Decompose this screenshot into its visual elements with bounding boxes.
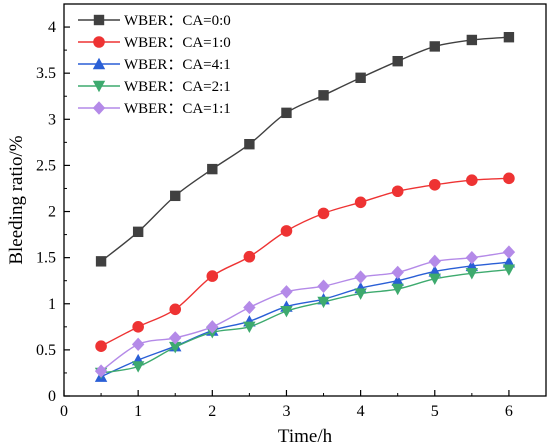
data-point <box>392 55 403 67</box>
x-tick-label: 5 <box>431 403 439 420</box>
x-tick-label: 6 <box>505 403 513 420</box>
x-tick-label: 0 <box>60 403 68 420</box>
data-point <box>317 296 330 309</box>
data-point <box>465 250 479 265</box>
data-point <box>391 265 404 280</box>
data-point <box>169 341 182 354</box>
x-axis-ticks: 0 1 2 3 4 5 6 <box>60 390 513 420</box>
x-axis-label: Time/h <box>278 426 333 447</box>
legend-marker <box>92 101 106 115</box>
data-point <box>131 361 145 373</box>
y-tick-label: 2.5 <box>36 157 56 174</box>
data-point <box>502 245 516 259</box>
data-point <box>466 174 478 186</box>
data-point <box>244 138 255 150</box>
x-tick-label: 3 <box>282 403 290 420</box>
data-point <box>502 264 516 276</box>
legend-label: WBER：CA=1:0 <box>124 35 231 51</box>
data-point <box>391 185 404 198</box>
legend-label: WBER：CA=1:1 <box>124 101 231 117</box>
legend-item: WBER：CA=1:1 <box>78 101 231 117</box>
data-point <box>466 34 478 46</box>
x-tick-label: 2 <box>208 403 216 420</box>
series-line <box>100 251 510 372</box>
data-point <box>354 270 367 284</box>
data-point <box>131 337 145 352</box>
data-point <box>243 300 256 315</box>
y-tick-label: 1.5 <box>36 250 56 267</box>
data-point <box>428 254 441 269</box>
data-point <box>280 225 293 237</box>
data-point <box>355 72 366 83</box>
legend-marker <box>92 57 106 70</box>
data-point <box>391 283 404 296</box>
data-point <box>169 303 182 316</box>
legend: WBER：CA=0:0 WBER：CA=1:0 WBER：CA=4:1 WBER：CA… <box>78 13 231 117</box>
data-point <box>428 178 441 191</box>
y-tick-label: 3.5 <box>36 65 56 82</box>
data-point <box>429 41 440 52</box>
data-point <box>243 321 256 334</box>
data-point <box>132 226 144 238</box>
series-1 <box>95 32 515 267</box>
series-line <box>100 268 509 374</box>
plot-border <box>63 3 547 397</box>
data-point <box>354 288 367 300</box>
data-point <box>281 107 292 119</box>
data-point <box>169 331 182 345</box>
y-axis-ticks: 0 0.5 1 1.5 2 2.5 3 3.5 4 <box>36 19 70 405</box>
data-point <box>206 270 219 282</box>
data-point <box>503 32 515 43</box>
data-point <box>207 163 218 175</box>
data-point <box>94 364 108 378</box>
y-tick-label: 3 <box>48 111 56 128</box>
legend-label: WBER：CA=4:1 <box>124 57 231 73</box>
legend-item: WBER：CA=4:1 <box>78 57 231 73</box>
legend-item: WBER：CA=0:0 <box>78 13 231 29</box>
y-axis-label: Bleeding ratio/% <box>6 135 27 264</box>
data-point <box>280 305 293 318</box>
data-point <box>132 321 144 333</box>
data-point <box>317 207 330 220</box>
series-5 <box>94 245 516 378</box>
data-point <box>280 285 293 299</box>
data-point <box>170 190 181 202</box>
data-point <box>391 274 404 286</box>
series-layer <box>94 32 516 382</box>
legend-marker <box>93 36 105 48</box>
data-point <box>354 196 367 209</box>
data-point <box>317 279 330 293</box>
data-point <box>428 273 441 286</box>
data-point <box>503 172 515 185</box>
x-tick-label: 1 <box>134 403 142 420</box>
x-tick-label: 4 <box>357 403 365 420</box>
data-point <box>206 320 219 334</box>
y-tick-label: 0 <box>48 388 56 405</box>
legend-item: WBER：CA=1:0 <box>78 35 231 51</box>
legend-label: WBER：CA=2:1 <box>124 79 231 95</box>
data-point <box>243 250 256 263</box>
data-point <box>318 90 329 101</box>
y-tick-label: 1 <box>48 296 56 313</box>
legend-label: WBER：CA=0:0 <box>124 13 231 29</box>
data-point <box>95 256 107 267</box>
legend-marker <box>93 14 105 26</box>
legend-marker <box>92 80 106 93</box>
y-tick-label: 4 <box>48 19 56 36</box>
legend-item: WBER：CA=2:1 <box>78 79 231 95</box>
plot-frame <box>63 3 547 397</box>
series-4 <box>94 264 516 380</box>
series-line <box>100 261 509 378</box>
y-tick-label: 0.5 <box>36 342 56 359</box>
series-2 <box>95 172 515 352</box>
data-point <box>465 268 479 280</box>
data-point <box>95 340 107 352</box>
y-tick-label: 2 <box>48 204 56 221</box>
series-line <box>100 177 509 347</box>
